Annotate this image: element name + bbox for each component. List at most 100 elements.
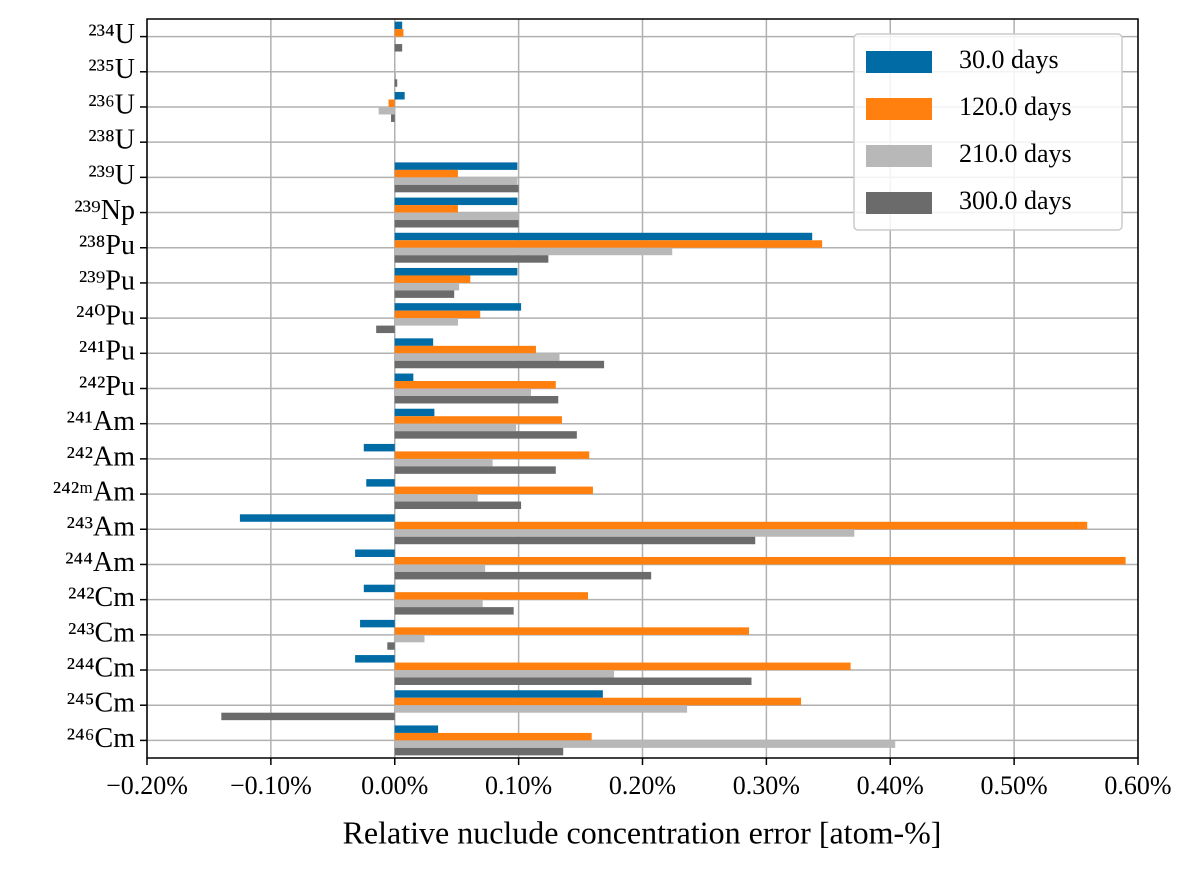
y-tick-label: ²⁴²Pu: [79, 371, 135, 402]
bar: [394, 338, 434, 346]
bar: [394, 521, 1088, 530]
bar: [394, 662, 851, 671]
bar: [394, 162, 518, 170]
bar: [394, 232, 813, 241]
bar: [394, 466, 556, 474]
bar: [394, 536, 756, 545]
y-tick-label: ²⁴³Cm: [68, 617, 135, 648]
y-tick-label: ²³⁹U: [88, 160, 135, 191]
bar: [394, 197, 518, 206]
bar: [394, 177, 518, 185]
x-tick-label: 0.50%: [981, 771, 1048, 800]
bar: [366, 479, 395, 487]
y-tick-label: ²⁴²Cm: [68, 582, 135, 613]
bar: [394, 564, 486, 572]
bar: [394, 169, 458, 178]
bars: [221, 21, 1126, 756]
y-tick-label: ²⁴⁰Pu: [76, 301, 135, 332]
bar: [378, 106, 395, 115]
bar: [394, 677, 752, 685]
bar: [394, 71, 396, 80]
y-tick-label: ²³⁶U: [88, 89, 135, 120]
x-tick-label: 0.10%: [485, 771, 552, 800]
bar: [394, 290, 455, 298]
bar: [394, 494, 478, 502]
bar: [394, 212, 519, 221]
bar: [394, 275, 471, 283]
bar: [394, 740, 896, 748]
bar: [376, 325, 395, 334]
y-tick-label: ²⁴²ᵐAm: [53, 476, 135, 507]
bar: [394, 697, 802, 706]
bar: [394, 599, 483, 608]
bar: [394, 79, 398, 87]
y-tick-label: ²⁴³Am: [66, 512, 135, 543]
y-tick-label: ²⁴⁴Cm: [67, 652, 136, 683]
bar: [394, 21, 403, 30]
bar: [394, 373, 414, 382]
bar: [387, 642, 395, 650]
bar: [394, 627, 750, 635]
legend-swatch: [866, 51, 932, 73]
plot-frame: [146, 18, 1139, 759]
legend-label: 210.0 days: [959, 139, 1072, 168]
bar: [394, 431, 577, 439]
bar: [394, 634, 425, 643]
bar: [394, 247, 673, 256]
y-tick-label: ²⁴⁵Cm: [67, 688, 136, 719]
bar: [394, 184, 519, 193]
bar: [394, 381, 556, 389]
bar: [394, 725, 439, 733]
bar: [394, 732, 592, 741]
bar: [394, 423, 517, 432]
bar: [394, 690, 603, 698]
bar: [394, 205, 458, 213]
bar: [394, 486, 593, 495]
x-tick-label: −0.10%: [230, 771, 312, 800]
bar: [394, 592, 588, 600]
legend-label: 120.0 days: [959, 92, 1072, 121]
x-axis-label: Relative nuclude concentration error [at…: [343, 814, 942, 850]
bar: [394, 44, 403, 52]
legend-swatch: [866, 98, 932, 120]
bar: [394, 303, 522, 311]
y-tick-label: ²³⁴U: [88, 19, 135, 50]
y-tick-label: ²³⁹Np: [74, 195, 135, 226]
bar: [355, 549, 395, 557]
x-tick-label: 0.60%: [1104, 771, 1171, 800]
x-tick-label: −0.20%: [106, 771, 188, 800]
x-tick-label: 0.30%: [733, 771, 800, 800]
bar: [394, 353, 560, 361]
bar: [394, 395, 559, 404]
bar: [394, 220, 519, 228]
bar: [394, 416, 562, 424]
x-tick-label: 0.40%: [857, 771, 924, 800]
bar: [394, 747, 564, 756]
bar: [394, 705, 688, 713]
y-tick-label: ²⁴⁴Am: [65, 547, 135, 578]
bar: [394, 408, 435, 417]
bar: [239, 514, 395, 522]
bar: [394, 360, 605, 369]
bar: [388, 99, 395, 107]
legend-label: 30.0 days: [959, 45, 1059, 74]
bar: [394, 29, 404, 37]
bar: [394, 458, 493, 467]
y-tick-label: ²³⁹Pu: [79, 265, 135, 296]
bar: [394, 501, 522, 510]
bar: [394, 529, 855, 537]
y-tick-label: ²⁴¹Pu: [79, 336, 135, 367]
bar: [363, 443, 395, 452]
bar: [394, 240, 823, 248]
bar: [394, 571, 652, 580]
bar: [221, 712, 395, 721]
y-tick-label: ²⁴¹Am: [66, 406, 135, 437]
bar: [394, 318, 458, 326]
bar: [394, 388, 532, 396]
y-tick-label: ²³⁸U: [88, 125, 135, 156]
bar: [394, 310, 481, 319]
bar: [394, 345, 536, 354]
legend-swatch: [866, 192, 932, 214]
bar: [394, 451, 590, 459]
